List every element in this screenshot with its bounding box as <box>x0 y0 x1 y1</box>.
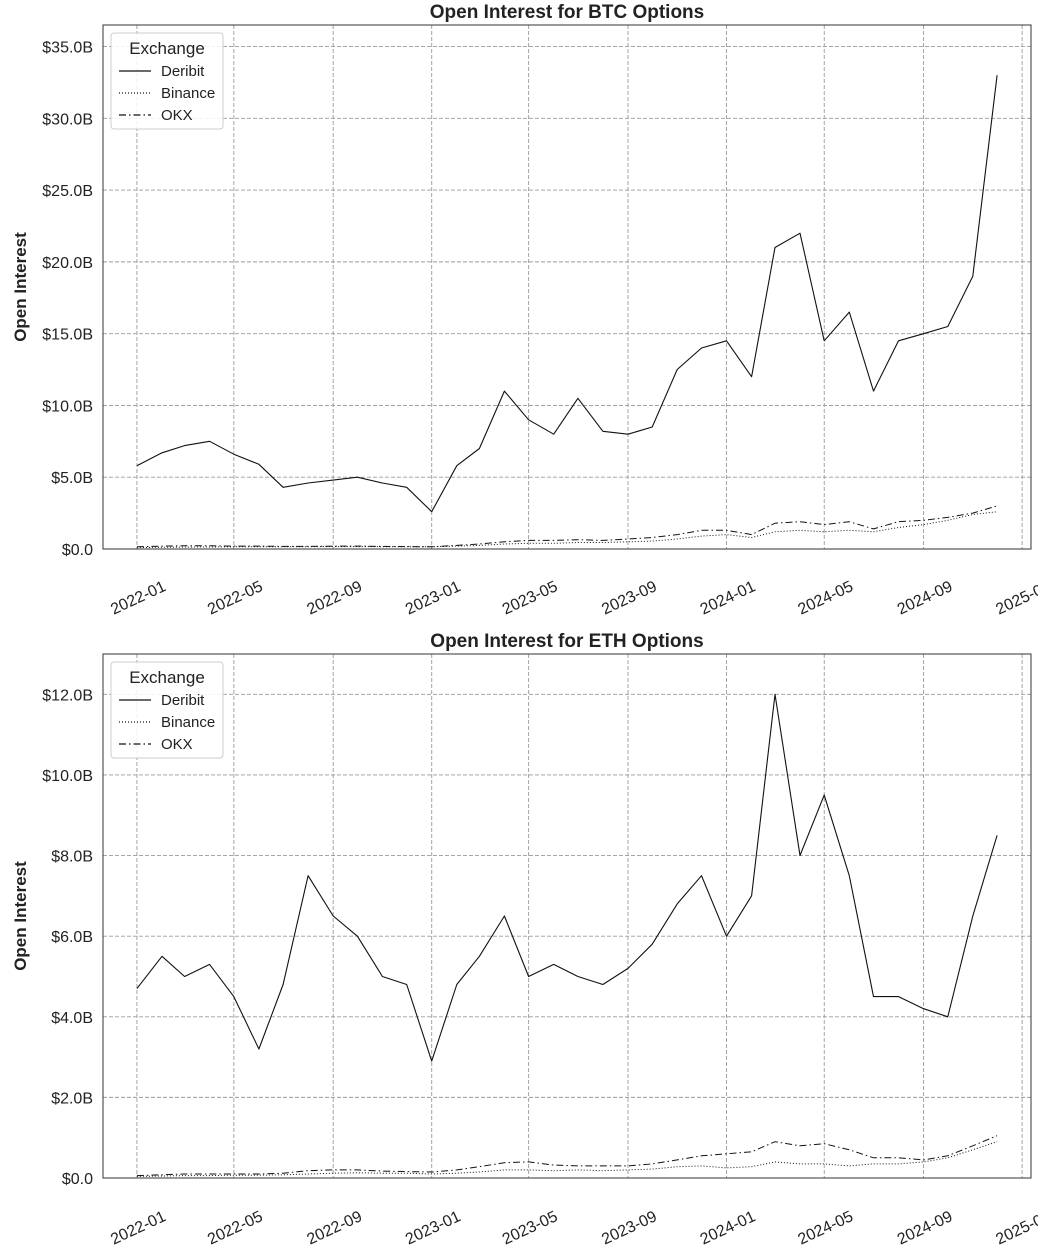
legend-label-okx: OKX <box>161 107 193 124</box>
x-tick-label: 2024-05 <box>796 578 856 618</box>
legend: Exchange Deribit Binance OKX <box>110 32 224 130</box>
y-tick-label: $0.0 <box>62 1171 93 1188</box>
legend-box <box>110 32 224 130</box>
x-tick-label: 2023-09 <box>599 1208 659 1248</box>
chart-panel-0: Open Interest for BTC Options Open Intere… <box>11 2 1038 618</box>
legend-label-deribit: Deribit <box>161 63 205 80</box>
x-tick-label: 2024-01 <box>698 578 758 618</box>
x-tick-label: 2023-05 <box>500 578 560 618</box>
y-axis-label: Open Interest <box>11 861 30 971</box>
legend-label-binance: Binance <box>161 85 215 102</box>
y-tick-label: $0.0 <box>62 542 93 559</box>
series-line-binance <box>136 511 998 549</box>
legend: Exchange Deribit Binance OKX <box>110 661 224 759</box>
x-tick-label: 2022-01 <box>108 1208 168 1248</box>
y-tick-label: $20.0B <box>42 255 93 272</box>
x-tick-label: 2023-09 <box>599 578 659 618</box>
series-line-binance <box>136 1141 998 1177</box>
series-line-okx <box>136 505 998 548</box>
x-tick-label: 2025-01 <box>993 578 1038 618</box>
y-tick-label: $10.0B <box>42 768 93 785</box>
y-tick-label: $10.0B <box>42 398 93 415</box>
x-tick-label: 2022-09 <box>304 578 364 618</box>
x-tick-label: 2023-05 <box>500 1208 560 1248</box>
chart-panel-1: Open Interest for ETH Options Open Intere… <box>11 631 1038 1248</box>
y-tick-label: $8.0B <box>51 849 93 866</box>
x-tick-label: 2024-09 <box>895 578 955 618</box>
x-tick-label: 2022-05 <box>205 1208 265 1248</box>
legend-title: Exchange <box>129 668 205 687</box>
x-tick-label: 2024-05 <box>796 1208 856 1248</box>
y-tick-label: $4.0B <box>51 1010 93 1027</box>
legend-label-okx: OKX <box>161 736 193 753</box>
y-axis-label: Open Interest <box>11 232 30 342</box>
y-tick-label: $2.0B <box>51 1090 93 1107</box>
plot-frame <box>102 24 1032 550</box>
x-tick-label: 2023-01 <box>403 578 463 618</box>
y-tick-label: $12.0B <box>42 687 93 704</box>
x-tick-label: 2025-01 <box>993 1208 1038 1248</box>
y-tick-label: $15.0B <box>42 327 93 344</box>
series-line-deribit <box>136 693 998 1062</box>
chart-title: Open Interest for BTC Options <box>430 2 704 23</box>
legend-label-deribit: Deribit <box>161 692 205 709</box>
x-tick-label: 2022-05 <box>205 578 265 618</box>
legend-box <box>110 661 224 759</box>
y-tick-label: $30.0B <box>42 111 93 128</box>
y-tick-label: $6.0B <box>51 929 93 946</box>
x-tick-label: 2022-09 <box>304 1208 364 1248</box>
chart-title: Open Interest for ETH Options <box>430 631 703 652</box>
y-tick-label: $25.0B <box>42 183 93 200</box>
y-tick-label: $5.0B <box>51 470 93 487</box>
x-tick-label: 2024-01 <box>698 1208 758 1248</box>
plot-frame <box>102 653 1032 1179</box>
x-tick-label: 2022-01 <box>108 578 168 618</box>
x-tick-label: 2024-09 <box>895 1208 955 1248</box>
y-tick-label: $35.0B <box>42 40 93 57</box>
series-line-deribit <box>136 75 998 513</box>
legend-title: Exchange <box>129 39 205 58</box>
x-tick-label: 2023-01 <box>403 1208 463 1248</box>
legend-label-binance: Binance <box>161 714 215 731</box>
series-line-okx <box>136 1135 998 1177</box>
